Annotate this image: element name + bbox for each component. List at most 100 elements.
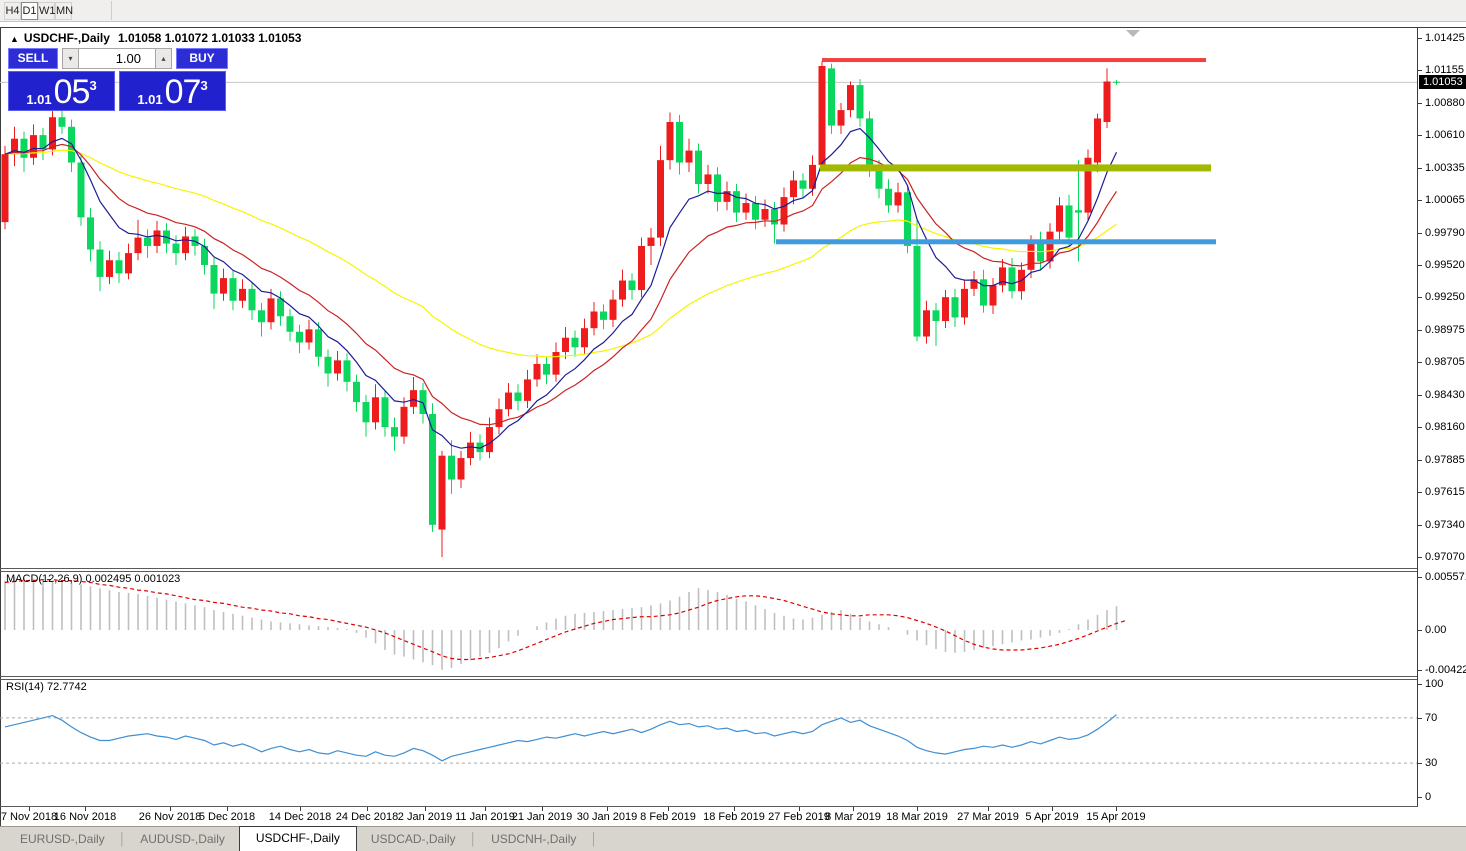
date-axis-label: 30 Jan 2019: [576, 811, 638, 823]
timeframe-button-h4[interactable]: H4: [4, 2, 21, 20]
candles-group: [1, 61, 1120, 557]
candle-body: [134, 237, 142, 254]
price-axis-label: 0.97615: [1425, 486, 1465, 498]
price-axis-label: 0.98975: [1425, 324, 1465, 336]
macd-signal-line: [4, 579, 1127, 661]
volume-input[interactable]: [79, 48, 155, 69]
date-axis-label: 26 Nov 2018: [138, 811, 202, 823]
candle-body: [799, 180, 807, 189]
candle-body: [885, 188, 892, 206]
macd-tick: [1417, 670, 1422, 671]
price-axis-label: 1.01155: [1425, 64, 1464, 76]
resistance-line[interactable]: [822, 58, 1206, 63]
candle-body: [1065, 205, 1073, 238]
macd-axis-label: 0.00: [1425, 624, 1447, 636]
support-line[interactable]: [776, 239, 1216, 245]
panel-splitter[interactable]: [0, 679, 1418, 680]
chart-shift-marker[interactable]: [1126, 30, 1140, 37]
timeframe-button-w1[interactable]: W1: [38, 2, 56, 20]
candle-body: [172, 243, 180, 254]
toolbar-gap: [0, 23, 1466, 27]
price-axis-label: 1.00610: [1425, 129, 1465, 141]
broken-resistance-line[interactable]: [820, 164, 1211, 172]
candle-body: [961, 288, 968, 318]
candle-body: [913, 245, 921, 337]
candle-body: [1027, 243, 1035, 270]
macd-panel[interactable]: [0, 571, 1417, 677]
sell-price-tile[interactable]: 1.01 05 3: [8, 71, 115, 111]
candle-body: [514, 392, 522, 401]
date-tick: [668, 807, 669, 811]
rsi-panel[interactable]: [0, 679, 1417, 806]
symbol-tab-usdcad[interactable]: USDCAD-,Daily: [370, 832, 456, 846]
candle-body: [410, 390, 417, 407]
candle-body: [1046, 231, 1054, 262]
candle-body: [571, 337, 579, 348]
candle-body: [761, 209, 769, 220]
panel-splitter[interactable]: [0, 676, 1418, 677]
price-tick: [1417, 557, 1422, 558]
symbol-tab-eurusd[interactable]: EURUSD-,Daily: [20, 832, 105, 846]
macd-tick: [1417, 630, 1422, 631]
price-tick: [1417, 38, 1422, 39]
candle-body: [106, 260, 113, 277]
date-tick: [917, 807, 918, 811]
symbol-tab-usdchf[interactable]: USDCHF-,Daily: [238, 826, 357, 851]
price-tick: [1417, 395, 1422, 396]
volume-decrease-button[interactable]: ▾: [62, 48, 79, 69]
candle-body: [600, 311, 607, 320]
panel-splitter[interactable]: [0, 568, 1418, 569]
candle-body: [315, 329, 322, 357]
price-tick: [1417, 200, 1422, 201]
date-axis-label: 27 Feb 2019: [768, 811, 830, 823]
candle-body: [334, 360, 341, 374]
candle-body: [847, 85, 854, 111]
candle-body: [324, 356, 332, 374]
tab-separator: │: [469, 832, 478, 846]
sell-button[interactable]: SELL: [8, 48, 58, 69]
candle-body: [58, 117, 66, 127]
date-tick: [542, 807, 543, 811]
candle-body: [657, 160, 664, 238]
symbol-tab-usdcnh[interactable]: USDCNH-,Daily: [491, 832, 577, 846]
candle-body: [790, 180, 797, 198]
candle-body: [647, 237, 655, 246]
timeframe-button-mn[interactable]: MN: [55, 2, 73, 20]
candle-body: [30, 135, 37, 158]
date-axis-label: 15 Apr 2019: [1086, 811, 1146, 823]
rsi-axis-label: 100: [1425, 678, 1444, 690]
price-chart[interactable]: [0, 28, 1417, 568]
sell-price-figure: 1.01: [26, 92, 52, 107]
sell-price-point: 3: [89, 78, 97, 93]
buy-price-tile[interactable]: 1.01 07 3: [119, 71, 226, 111]
candle-body: [875, 169, 883, 189]
candle-body: [590, 311, 598, 329]
candle-body: [809, 164, 816, 189]
timeframe-button-d1[interactable]: D1: [21, 2, 38, 20]
symbol-tab-audusd[interactable]: AUDUSD-,Daily: [140, 832, 225, 846]
candle-body: [220, 278, 227, 294]
buy-button[interactable]: BUY: [176, 48, 228, 69]
candle-body: [115, 260, 123, 274]
candle-body: [609, 299, 617, 320]
symbol-period-label: USDCHF-,Daily: [23, 31, 110, 45]
collapse-triangle-icon[interactable]: ▲: [10, 34, 19, 44]
candle-body: [125, 253, 132, 274]
rsi-label: RSI(14) 72.7742: [6, 681, 87, 693]
date-tick: [300, 807, 301, 811]
ohlc-values: 1.01058 1.01072 1.01033 1.01053: [117, 31, 302, 45]
volume-increase-button[interactable]: ▴: [155, 48, 172, 69]
candle-body: [210, 265, 218, 294]
candle-body: [11, 138, 18, 155]
candle-body: [49, 117, 56, 150]
date-tick: [29, 807, 30, 811]
date-axis-label: 8 Mar 2019: [825, 811, 881, 823]
candle-body: [951, 297, 959, 318]
panel-splitter[interactable]: [0, 571, 1418, 572]
price-tick: [1417, 492, 1422, 493]
candle-body: [153, 230, 161, 246]
ma-line-45: [4, 149, 1117, 358]
candle-body: [144, 237, 151, 246]
candle-body: [552, 352, 560, 375]
candle-body: [723, 191, 731, 202]
